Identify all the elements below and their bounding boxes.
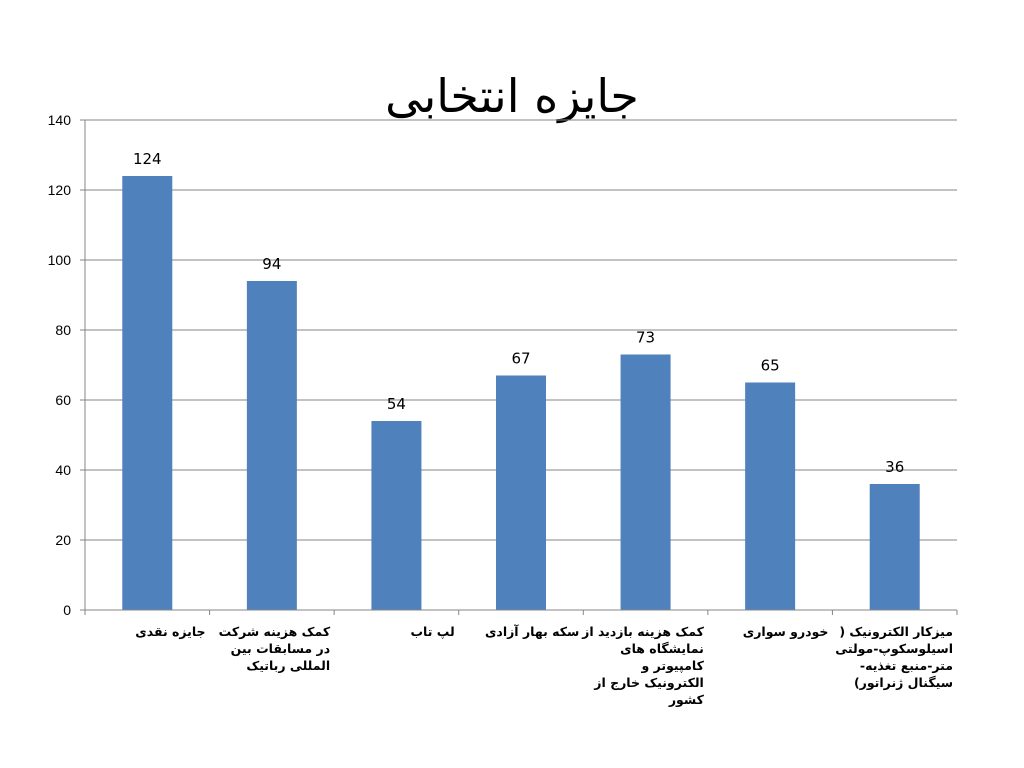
y-tick-label: 80 — [55, 322, 71, 338]
y-tick-label: 60 — [55, 392, 71, 408]
y-tick-label: 100 — [48, 252, 72, 268]
axes — [80, 119, 958, 615]
data-label: 94 — [262, 255, 281, 273]
bars — [122, 176, 920, 610]
bar — [620, 354, 671, 610]
bar — [371, 421, 422, 610]
labels: 0 20 40 60 80 100 120 140 124 94 54 67 73 65 36 — [48, 112, 905, 618]
bar — [122, 176, 173, 610]
data-label: 73 — [636, 329, 655, 347]
data-label: 124 — [133, 150, 162, 168]
chart-title: جایزه انتخابی — [385, 69, 639, 123]
category-label: لپ تاب — [410, 624, 455, 639]
y-tick-label: 120 — [48, 182, 72, 198]
y-tick-label: 0 — [63, 602, 71, 618]
y-tick-label: 140 — [48, 112, 72, 128]
category-label: میزکار الکترونیک ( اسیلوسکوپ-مولتی متر-م… — [835, 624, 953, 690]
bar — [496, 375, 546, 610]
category-label: خودرو سواری — [742, 624, 829, 639]
bar — [246, 281, 297, 610]
y-tick-label: 20 — [55, 532, 71, 548]
category-label: سکه بهار آزادی — [484, 624, 580, 639]
data-label: 36 — [885, 458, 904, 476]
category-label: جایزه نقدی — [135, 624, 206, 639]
bar — [745, 382, 796, 610]
category-label: کمک هزینه بازدید از نمایشگاه های کامپیوت… — [582, 624, 704, 707]
data-label: 54 — [387, 395, 406, 413]
category-label: کمک هزینه شرکت در مسابقات بین المللی ربا… — [218, 624, 331, 673]
data-label: 65 — [761, 357, 780, 375]
y-tick-label: 40 — [55, 462, 71, 478]
bar — [869, 484, 920, 610]
data-label: 67 — [511, 350, 530, 368]
